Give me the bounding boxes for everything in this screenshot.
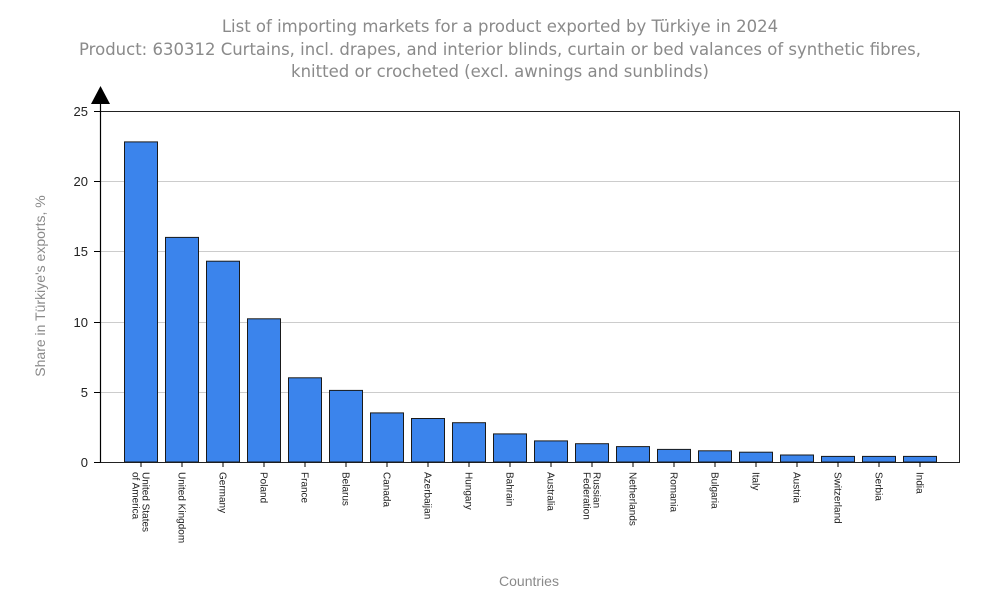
x-tick-label-18-line-0: Serbia: [873, 472, 884, 501]
bar-6: [370, 412, 404, 463]
chart-title-line-1: List of importing markets for a product …: [221, 17, 779, 36]
x-tick-label-8: Hungary: [463, 472, 474, 510]
y-tick-label-25: 25: [74, 104, 88, 119]
bar-18: [862, 455, 896, 463]
y-tick-label-5: 5: [81, 385, 88, 400]
bar-19: [903, 455, 937, 463]
bar-15: [739, 451, 773, 463]
x-tick-label-17: Switzerland: [832, 472, 843, 524]
bar-3: [247, 318, 281, 463]
x-tick-label-0-line-1: of America: [130, 472, 141, 520]
x-tick-label-6-line-0: Canada: [381, 472, 392, 507]
x-tick-label-15-line-0: Italy: [750, 472, 761, 490]
x-tick-label-4: France: [299, 472, 310, 504]
x-tick-label-19-line-0: India: [914, 472, 925, 494]
x-tick-label-11-line-1: Federation: [581, 472, 592, 520]
x-tick-label-1: United Kingdom: [176, 472, 187, 543]
x-tick-label-6: Canada: [381, 472, 392, 507]
x-tick-label-1-line-0: United Kingdom: [176, 472, 187, 543]
x-tick-label-15: Italy: [750, 472, 761, 490]
x-tick-label-12-line-0: Netherlands: [627, 472, 638, 526]
bar-7: [411, 418, 445, 463]
bar-9: [493, 433, 527, 463]
x-tick-label-9: Bahrain: [504, 472, 515, 506]
x-tick-label-7-line-0: Azerbaijan: [422, 472, 433, 519]
y-axis-arrow: [91, 86, 110, 104]
y-tick-label-0: 0: [81, 455, 88, 470]
x-tick-label-9-line-0: Bahrain: [504, 472, 515, 506]
x-axis-label: Countries: [499, 573, 559, 589]
bar-8: [452, 422, 486, 463]
x-tick-label-16: Austria: [791, 472, 802, 504]
x-tick-label-17-line-0: Switzerland: [832, 472, 843, 524]
x-tick-label-5: Belarus: [340, 472, 351, 506]
x-tick-label-18: Serbia: [873, 472, 884, 501]
bar-17: [821, 455, 855, 463]
bar-10: [534, 440, 568, 463]
bar-14: [698, 450, 732, 463]
bar-16: [780, 454, 814, 463]
y-tick-label-20: 20: [74, 174, 88, 189]
x-tick-label-19: India: [914, 472, 925, 494]
bar-12: [616, 446, 650, 463]
x-tick-label-11-line-0: Russian: [591, 472, 602, 508]
x-tick-label-5-line-0: Belarus: [340, 472, 351, 506]
bar-11: [575, 443, 609, 463]
x-tick-label-7: Azerbaijan: [422, 472, 433, 519]
bar-1: [165, 236, 199, 463]
bar-13: [657, 448, 691, 463]
x-tick-label-13-line-0: Romania: [668, 472, 679, 512]
x-tick-label-2: Germany: [217, 472, 228, 513]
bar-2: [206, 260, 240, 463]
x-tick-label-4-line-0: France: [299, 472, 310, 504]
x-tick-label-13: Romania: [668, 472, 679, 512]
chart-title-line-2: Product: 630312 Curtains, incl. drapes, …: [79, 40, 921, 59]
x-tick-label-16-line-0: Austria: [791, 472, 802, 504]
x-tick-label-3-line-0: Poland: [258, 472, 269, 503]
x-tick-label-2-line-0: Germany: [217, 472, 228, 513]
x-tick-label-12: Netherlands: [627, 472, 638, 526]
x-tick-label-10-line-0: Australia: [545, 472, 556, 511]
x-tick-label-14-line-0: Bulgaria: [709, 472, 720, 509]
x-tick-label-10: Australia: [545, 472, 556, 511]
bar-5: [329, 389, 363, 463]
x-tick-label-8-line-0: Hungary: [463, 472, 474, 510]
y-tick-label-15: 15: [74, 244, 88, 259]
x-tick-label-14: Bulgaria: [709, 472, 720, 509]
bar-0: [124, 141, 158, 463]
y-tick-label-10: 10: [74, 315, 88, 330]
chart-title-line-3: knitted or crocheted (excl. awnings and …: [291, 62, 709, 81]
x-tick-label-0-line-0: United States: [140, 472, 151, 532]
bar-4: [288, 377, 322, 463]
x-tick-label-3: Poland: [258, 472, 269, 503]
